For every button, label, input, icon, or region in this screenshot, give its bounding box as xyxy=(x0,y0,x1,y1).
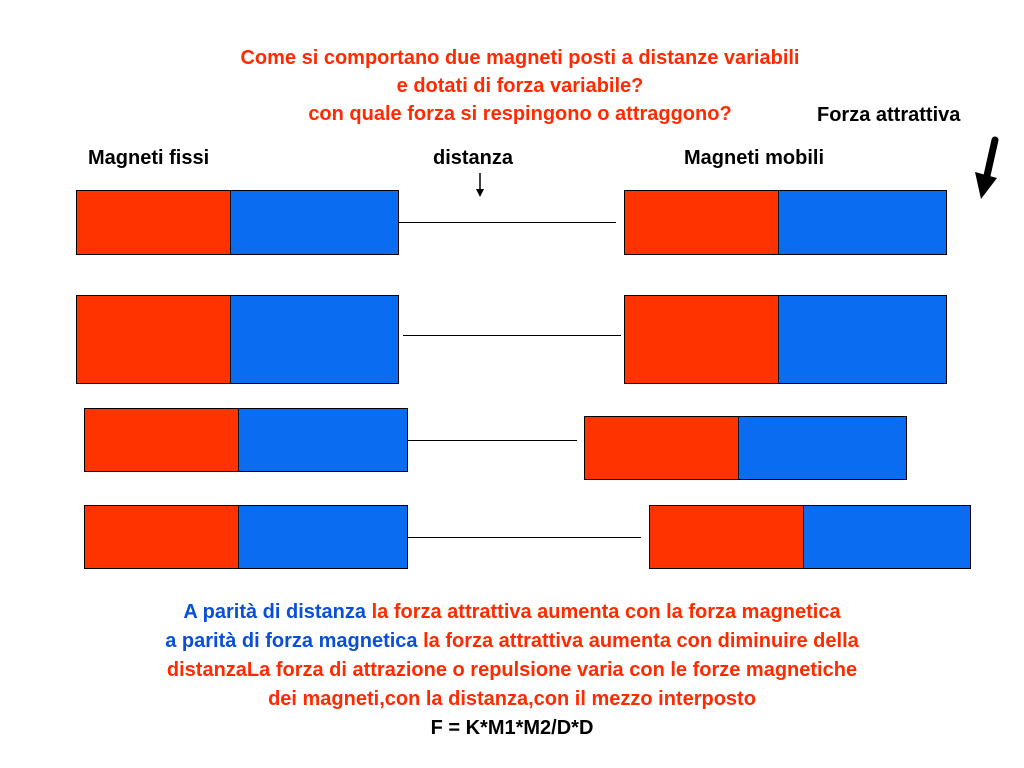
magnet-red-pole xyxy=(625,191,779,254)
mobile-magnet-3 xyxy=(584,416,907,480)
magnet-blue-pole xyxy=(739,417,906,479)
label-forza-attrattiva: Forza attrattiva xyxy=(817,104,961,126)
title-line-1: Come si comportano due magneti posti a d… xyxy=(240,47,800,69)
explanation-text: A parità di distanza la forza attrattiva… xyxy=(0,598,1024,743)
mobile-magnet-1 xyxy=(624,190,947,255)
fixed-magnet-3 xyxy=(84,408,408,472)
distance-arrow-icon xyxy=(476,173,484,197)
magnet-blue-pole xyxy=(239,409,407,471)
force-arrow-icon xyxy=(975,136,999,199)
magnet-red-pole xyxy=(85,409,239,471)
explanation-red-2: la forza attrattiva aumenta con diminuir… xyxy=(423,630,859,652)
distance-line-2 xyxy=(403,335,621,336)
magnet-blue-pole xyxy=(779,296,946,383)
magnet-blue-pole xyxy=(239,506,407,568)
distance-line-4 xyxy=(408,537,641,538)
explanation-line-4: dei magneti,con la distanza,con il mezzo… xyxy=(268,688,756,710)
label-magneti-fissi: Magneti fissi xyxy=(88,147,210,169)
magnet-blue-pole xyxy=(779,191,946,254)
magnet-blue-pole xyxy=(804,506,970,568)
fixed-magnet-1 xyxy=(76,190,399,255)
slide-title: Come si comportano due magneti posti a d… xyxy=(0,44,1024,128)
magnet-red-pole xyxy=(77,191,231,254)
explanation-line-1: A parità di distanza la forza attrattiva… xyxy=(0,598,1024,627)
explanation-blue-1: A parità di distanza xyxy=(183,601,367,623)
magnet-blue-pole xyxy=(231,296,398,383)
label-magneti-mobili: Magneti mobili xyxy=(684,147,824,169)
mobile-magnet-4 xyxy=(649,505,971,569)
magnet-red-pole xyxy=(650,506,804,568)
magnet-red-pole xyxy=(85,506,239,568)
explanation-red-1: la forza attrattiva aumenta con la forza… xyxy=(371,601,841,623)
explanation-line-2: a parità di forza magnetica la forza att… xyxy=(0,627,1024,656)
magnet-red-pole xyxy=(625,296,779,383)
formula: F = K*M1*M2/D*D xyxy=(430,717,594,739)
explanation-blue-2: a parità di forza magnetica xyxy=(165,630,418,652)
fixed-magnet-2 xyxy=(76,295,399,384)
fixed-magnet-4 xyxy=(84,505,408,569)
magnet-blue-pole xyxy=(231,191,398,254)
title-line-2: e dotati di forza variabile? xyxy=(396,75,644,97)
magnet-red-pole xyxy=(77,296,231,383)
distance-line-1 xyxy=(399,222,616,223)
title-line-3: con quale forza si respingono o attraggo… xyxy=(308,103,732,125)
explanation-line-3: distanzaLa forza di attrazione o repulsi… xyxy=(166,659,858,681)
label-distanza: distanza xyxy=(433,147,514,169)
mobile-magnet-2 xyxy=(624,295,947,384)
distance-line-3 xyxy=(408,440,577,441)
magnet-red-pole xyxy=(585,417,739,479)
